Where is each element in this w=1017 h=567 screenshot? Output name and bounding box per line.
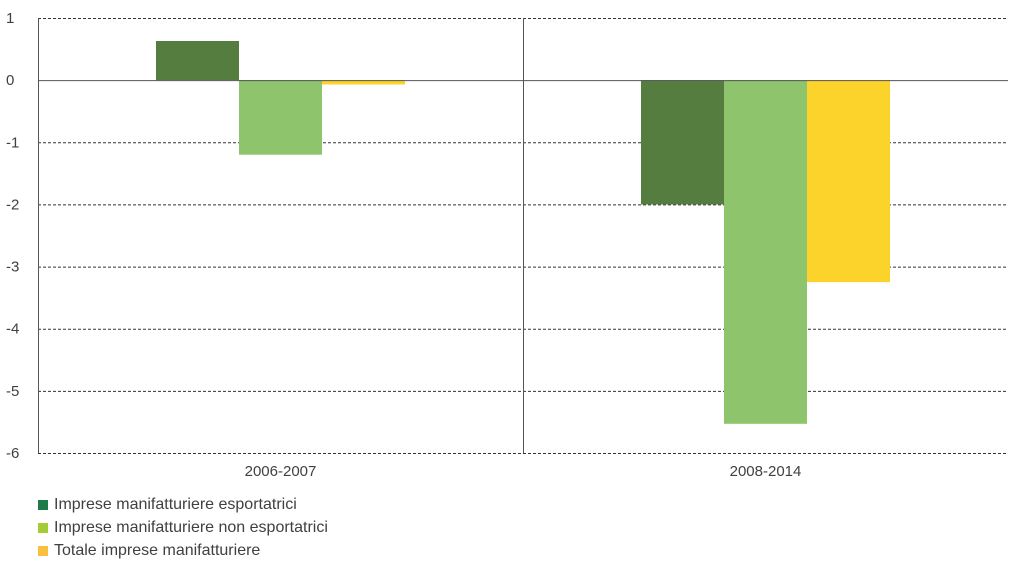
bar — [156, 40, 239, 81]
legend: Imprese manifatturiere esportatrici Impr… — [38, 493, 328, 562]
legend-label-non-esportatrici: Imprese manifatturiere non esportatrici — [54, 518, 328, 536]
bar — [807, 80, 890, 283]
y-axis-tick-labels: 1 0 -1 -2 -3 -4 -5 -6 — [6, 10, 19, 462]
legend-item-non-esportatrici: Imprese manifatturiere non esportatrici — [38, 516, 328, 539]
bars — [156, 40, 890, 424]
bar — [724, 80, 807, 424]
y-tick-label: -2 — [6, 196, 19, 213]
y-tick-label: -1 — [6, 134, 19, 151]
legend-label-esportatrici: Imprese manifatturiere esportatrici — [54, 495, 297, 513]
bar-chart: 1 0 -1 -2 -3 -4 -5 -6 2006-2007 2008-2014 — [6, 10, 1008, 480]
x-axis-category-labels: 2006-2007 2008-2014 — [245, 463, 802, 480]
y-tick-label: 0 — [6, 72, 14, 89]
legend-swatch-esportatrici — [38, 499, 48, 510]
legend-swatch-totale — [38, 545, 48, 556]
y-tick-label: -4 — [6, 321, 19, 338]
legend-item-totale: Totale imprese manifatturiere — [38, 539, 328, 562]
bar — [239, 80, 322, 155]
legend-swatch-non-esportatrici — [38, 522, 48, 533]
x-category-label: 2006-2007 — [245, 463, 317, 480]
axes — [38, 18, 1008, 453]
y-tick-label: -3 — [6, 259, 19, 276]
x-category-label: 2008-2014 — [730, 463, 802, 480]
y-tick-label: -6 — [6, 445, 19, 462]
y-tick-label: 1 — [6, 10, 14, 27]
legend-label-totale: Totale imprese manifatturiere — [54, 541, 261, 559]
legend-item-esportatrici: Imprese manifatturiere esportatrici — [38, 493, 328, 516]
bar — [322, 80, 405, 85]
y-tick-label: -5 — [6, 383, 19, 400]
bar — [641, 80, 724, 205]
